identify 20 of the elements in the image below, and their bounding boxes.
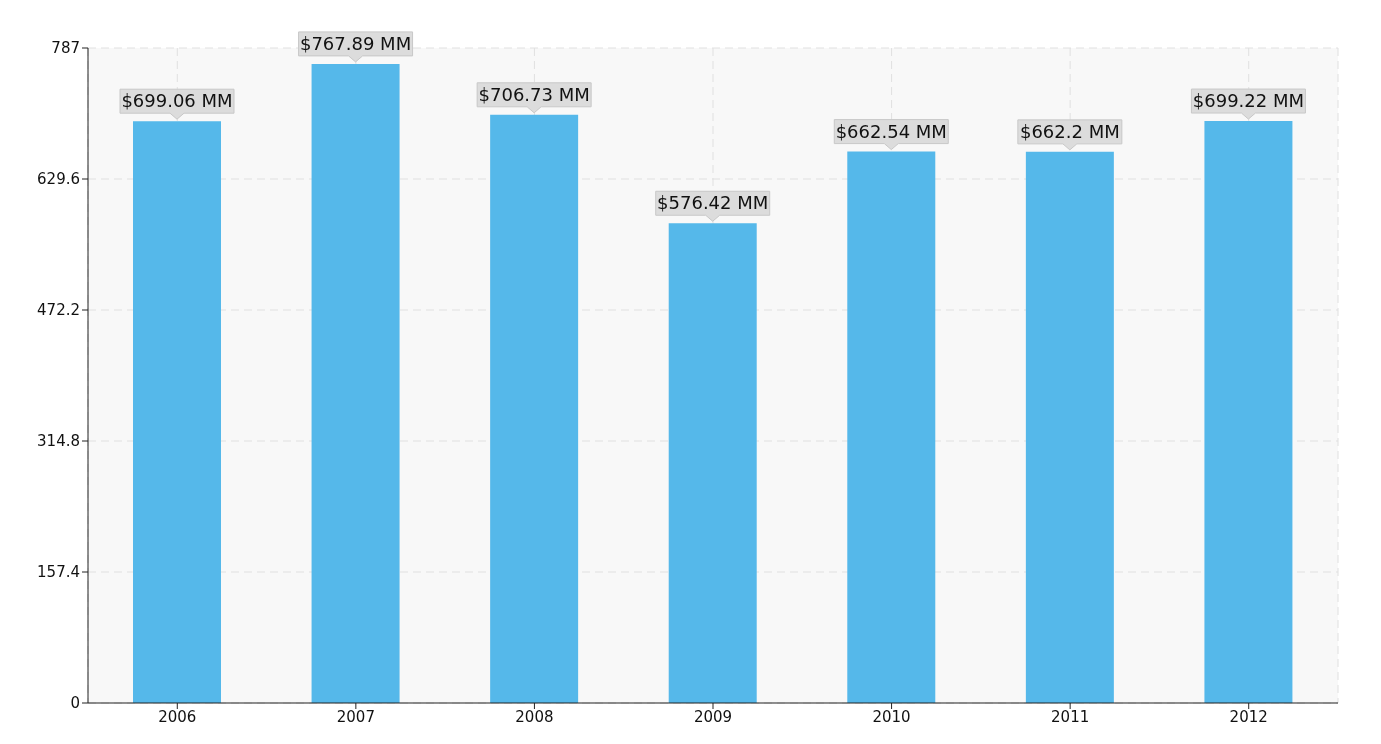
data-label: $706.73 MM [478, 83, 590, 105]
data-label: $662.2 MM [1019, 120, 1120, 142]
x-tick-label: 2009 [693, 707, 733, 726]
data-label: $699.06 MM [121, 90, 233, 112]
y-tick-label: 787 [51, 39, 80, 58]
data-label: $767.89 MM [299, 32, 412, 54]
x-tick-label: 2006 [158, 707, 197, 726]
x-tick-label: 2012 [1229, 707, 1268, 726]
y-tick-label: 0 [70, 694, 80, 713]
data-label: $662.54 MM [835, 120, 947, 142]
data-label: $699.22 MM [1192, 90, 1305, 112]
x-tick-label: 2011 [1051, 707, 1090, 726]
y-tick-label: 314.8 [37, 432, 80, 451]
y-tick-label: 472.2 [37, 301, 80, 320]
data-label: $576.42 MM [657, 192, 769, 214]
y-tick-label: 629.6 [37, 170, 80, 189]
x-tick-label: 2007 [336, 707, 375, 726]
y-tick-label: 157.4 [37, 563, 80, 582]
x-tick-label: 2010 [872, 707, 911, 726]
x-tick-label: 2008 [515, 707, 554, 726]
